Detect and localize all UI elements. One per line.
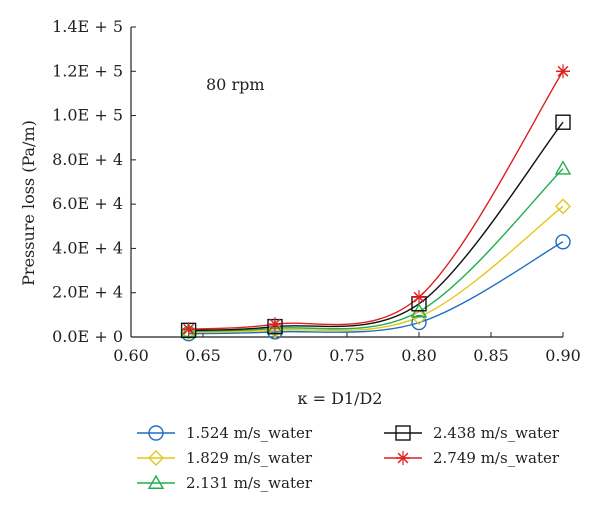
x-tick-label: 0.80 [401,346,437,365]
axes [130,26,564,338]
legend-entry: 2.438 m/s_water [384,424,560,442]
x-tick-label: 0.60 [113,346,149,365]
data-point-circle [411,314,427,331]
data-point-triangle [554,160,572,175]
legend-marker-square [395,425,411,441]
data-point-star [556,64,570,79]
legend-label: 2.438 m/s_water [433,424,560,442]
data-point-star [412,290,426,305]
legend-entry: 1.524 m/s_water [137,424,313,442]
tick-labels: 0.60 0.65 0.70 0.75 0.80 0.85 0.90 0.0E + 0 2.0E… [52,17,581,365]
y-axis-title: Pressure loss (Pa/m) [19,120,38,286]
series-line-4 [188,121,564,332]
x-tick-label: 0.75 [329,346,365,365]
y-tick-label: 0.0E + 0 [52,327,123,346]
x-tick-label: 0.90 [545,346,581,365]
y-tick-label: 6.0E + 4 [52,194,123,213]
legend-marker-circle [148,425,164,441]
annotation-label: 80 rpm [206,75,265,94]
x-axis-title: κ = D1/D2 [298,389,383,408]
series-markers [180,64,572,342]
x-tick-label: 0.70 [257,346,293,365]
data-point-diamond [411,309,427,326]
data-point-triangle [180,322,197,338]
series-curves [188,70,564,335]
legend-entry: 2.131 m/s_water [137,474,313,492]
series-line-2 [188,205,564,334]
legend-entry: 1.829 m/s_water [137,449,313,467]
legend-label: 2.131 m/s_water [186,474,313,492]
legend-label: 1.524 m/s_water [186,424,313,442]
data-point-diamond [555,198,571,215]
series-line-5 [188,70,564,330]
y-tick-label: 1.0E + 5 [52,106,123,125]
y-tick-label: 4.0E + 4 [52,238,123,257]
data-point-star [268,317,282,332]
y-tick-label: 1.4E + 5 [52,17,123,36]
legend-label: 1.829 m/s_water [186,449,313,467]
y-tick-label: 2.0E + 4 [52,283,123,302]
x-tick-label: 0.85 [473,346,509,365]
y-tick-label: 8.0E + 4 [52,150,123,169]
legend-entry: 2.749 m/s_water [384,449,560,467]
legend-label: 2.749 m/s_water [433,449,560,467]
legend-marker-triangle [147,474,165,489]
data-point-square [555,114,571,130]
data-point-star [181,322,196,337]
series-line-3 [188,168,564,332]
data-point-circle [555,234,571,250]
legend-marker-star [396,451,410,465]
legend-marker-diamond [148,450,164,466]
legend: 1.524 m/s_water 1.829 m/s_water 2.131 m/s_… [137,424,560,492]
y-tick-label: 1.2E + 5 [52,61,123,80]
data-point-diamond [180,324,197,341]
x-tick-label: 0.65 [185,346,221,365]
series-line-1 [188,241,564,335]
